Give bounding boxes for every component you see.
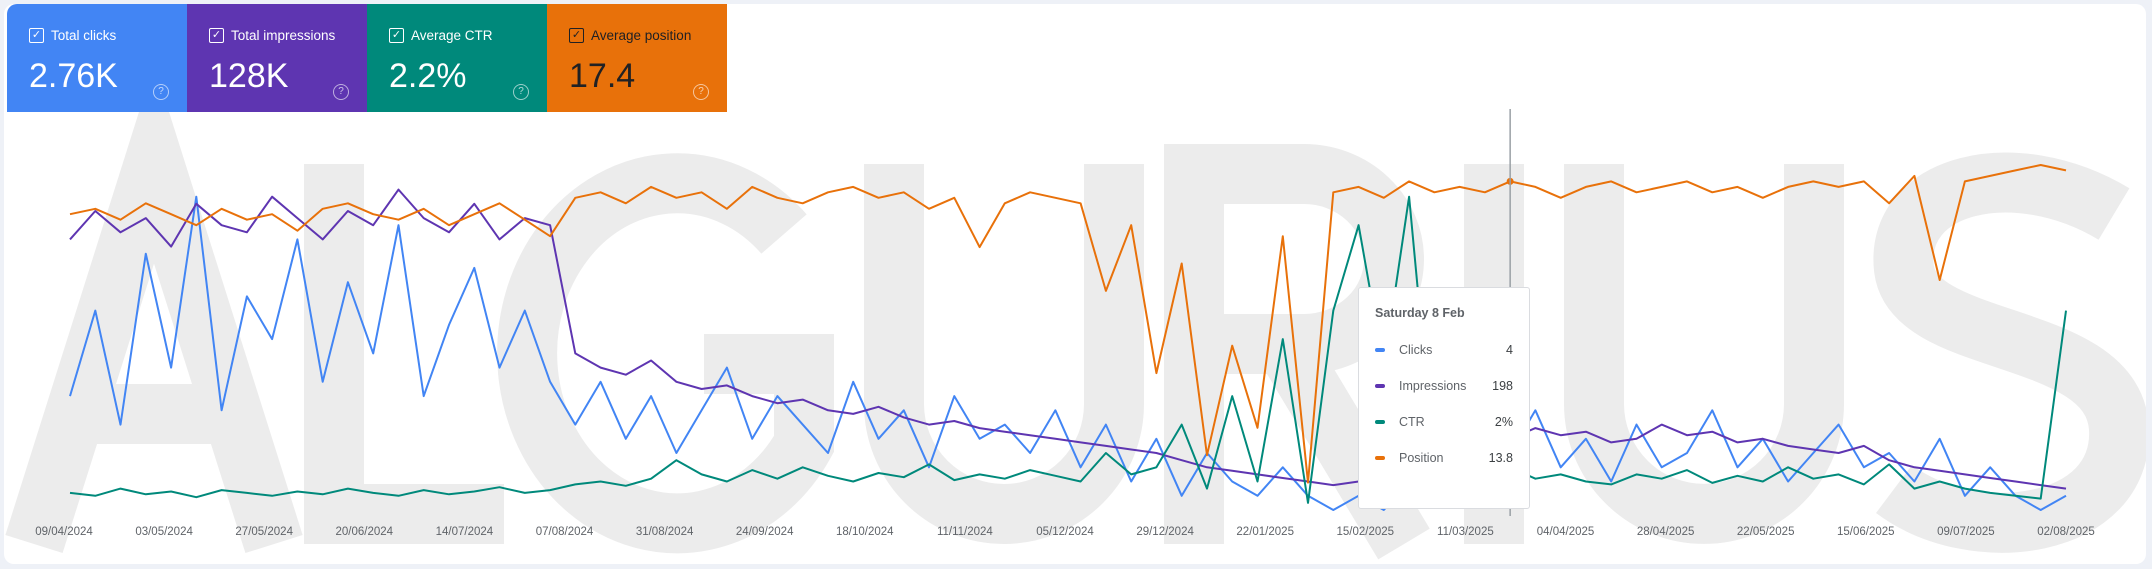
metric-card-ctr[interactable]: ✓ Average CTR 2.2% ?: [367, 4, 547, 112]
tooltip-label: CTR: [1399, 415, 1425, 429]
x-tick-label: 20/06/2024: [335, 526, 394, 538]
x-tick-label: 09/04/2024: [35, 526, 93, 538]
help-icon[interactable]: ?: [333, 84, 349, 100]
metric-value: 17.4: [569, 57, 636, 95]
legend-swatch-icon: [1375, 384, 1385, 388]
performance-panel: 09/04/2024 03/05/2024 27/05/2024 20/06/2024…: [4, 4, 2146, 564]
metric-value: 128K: [209, 57, 289, 95]
x-tick-label: 03/05/2024: [135, 526, 193, 538]
tooltip-label: Position: [1399, 451, 1444, 465]
series-line-impressions: [69, 188, 2067, 490]
x-tick-label: 14/07/2024: [435, 526, 494, 538]
help-icon[interactable]: ?: [513, 84, 529, 100]
metric-card-impressions[interactable]: ✓ Total impressions 128K ?: [187, 4, 367, 112]
series-line-position: [69, 164, 2067, 484]
tooltip-row-impressions: Impressions 198: [1375, 368, 1513, 404]
metric-card-clicks[interactable]: ✓ Total clicks 2.76K ?: [7, 4, 187, 112]
checkbox-checked-icon[interactable]: ✓: [29, 28, 44, 43]
x-tick-label: 29/12/2024: [1136, 526, 1194, 538]
tooltip-row-ctr: CTR 2%: [1375, 404, 1513, 440]
help-icon[interactable]: ?: [153, 84, 169, 100]
metric-label: Total impressions: [231, 28, 336, 43]
x-tick-label: 07/08/2024: [535, 526, 594, 538]
x-tick-label: 22/01/2025: [1236, 526, 1294, 538]
metric-value: 2.76K: [29, 57, 118, 95]
checkbox-checked-icon[interactable]: ✓: [389, 28, 404, 43]
tooltip-date: Saturday 8 Feb: [1375, 306, 1465, 320]
legend-swatch-icon: [1375, 348, 1385, 352]
x-tick-label: 15/02/2025: [1336, 526, 1395, 538]
tooltip-row-clicks: Clicks 4: [1375, 332, 1513, 368]
tooltip-value: 2%: [1494, 415, 1513, 429]
metric-label: Average CTR: [411, 28, 493, 43]
metric-card-position[interactable]: ✓ Average position 17.4 ?: [547, 4, 727, 112]
series-line-clicks: [69, 195, 2067, 511]
metric-cards: ✓ Total clicks 2.76K ? ✓ Total impressions…: [7, 4, 727, 112]
metric-label: Average position: [591, 28, 692, 43]
help-icon[interactable]: ?: [693, 84, 709, 100]
x-tick-label: 02/08/2025: [2037, 526, 2095, 538]
tooltip-row-position: Position 13.8: [1375, 440, 1513, 476]
tooltip-value: 13.8: [1488, 451, 1513, 465]
metric-value: 2.2%: [389, 57, 467, 95]
x-tick-label: 24/09/2024: [735, 526, 794, 538]
x-tick-label: 04/04/2025: [1536, 526, 1595, 538]
x-tick-label: 27/05/2024: [235, 526, 293, 538]
x-tick-label: 11/03/2025: [1437, 526, 1494, 538]
x-tick-label: 11/11/2024: [936, 526, 993, 538]
x-tick-label: 09/07/2025: [1937, 526, 1995, 538]
tooltip-value: 4: [1506, 343, 1513, 357]
x-tick-label: 28/04/2025: [1636, 526, 1695, 538]
legend-swatch-icon: [1375, 420, 1385, 424]
checkbox-checked-icon[interactable]: ✓: [209, 28, 224, 43]
chart-tooltip: Saturday 8 Feb Clicks 4 Impressions 198 CT…: [1358, 287, 1530, 509]
tooltip-label: Clicks: [1399, 343, 1433, 357]
series-line-ctr: [69, 195, 2067, 504]
legend-swatch-icon: [1375, 456, 1385, 460]
metric-label: Total clicks: [51, 28, 117, 43]
x-tick-label: 15/06/2025: [1837, 526, 1895, 538]
x-tick-label: 31/08/2024: [635, 526, 694, 538]
checkbox-checked-icon[interactable]: ✓: [569, 28, 584, 43]
tooltip-value: 198: [1492, 379, 1513, 393]
x-tick-label: 18/10/2024: [836, 526, 894, 538]
x-tick-label: 22/05/2025: [1736, 526, 1795, 538]
tooltip-label: Impressions: [1399, 379, 1467, 393]
x-tick-label: 05/12/2024: [1036, 526, 1094, 538]
